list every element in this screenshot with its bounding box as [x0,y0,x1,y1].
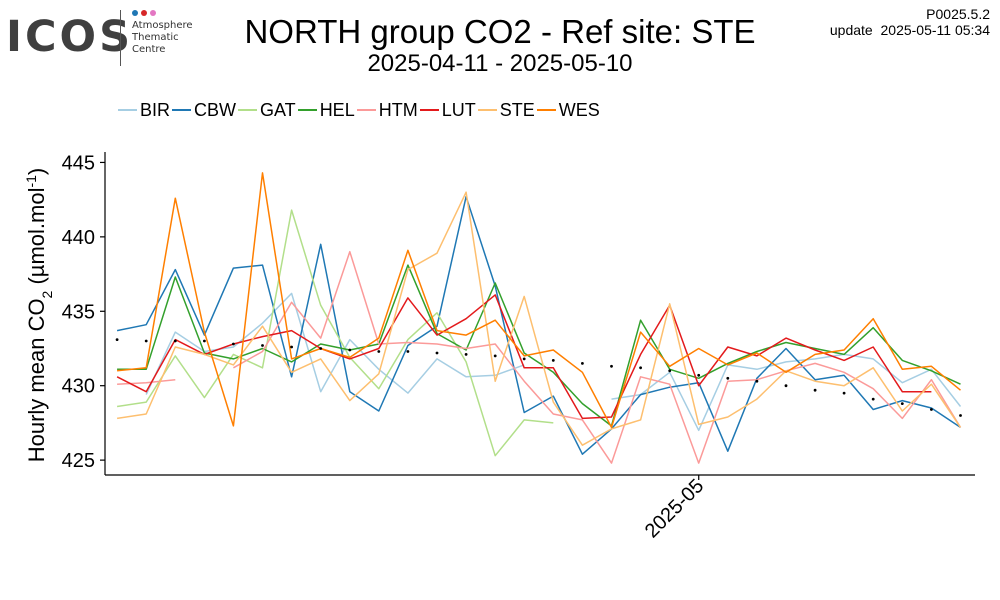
reference-dot [930,408,933,411]
y-tick-label: 440 [62,227,95,249]
legend-item-htm: HTM [356,99,418,121]
legend-swatch [536,109,556,111]
reference-dot [261,344,264,347]
reference-dot [726,376,730,380]
reference-dot [551,359,555,362]
reference-dot [581,362,584,365]
reference-dot [290,345,293,349]
series-line-wes [117,172,961,429]
reference-dot [871,397,875,401]
reference-dot [755,379,759,383]
chart-legend: BIR CBW GAT HEL HTM LUT STE WES [118,99,602,121]
y-axis-label-part: 2 [39,290,55,298]
legend-swatch [419,109,439,111]
logo-dot-pink [150,10,156,16]
logo-subtitle: Atmosphere Thematic Centre [132,20,193,56]
reference-dot [406,350,410,353]
legend-swatch [356,109,376,111]
series-line-cbw [116,195,961,455]
y-axis-label-part: ) [24,168,49,175]
reference-dot [493,354,497,358]
legend-item-cbw: CBW [172,99,236,121]
reference-dot [900,402,904,405]
reference-dot [668,369,672,373]
legend-item-wes: WES [536,99,600,121]
reference-dot [173,339,177,343]
legend-item-hel: HEL [297,99,355,121]
y-tick-label: 445 [62,152,95,174]
legend-item-bir: BIR [118,99,170,121]
x-tick-label: 2025-05 [641,475,708,542]
update-label: update 2025-05-11 05:34 [830,22,990,38]
icos-logo: ICOS Atmosphere Thematic Centre [6,8,206,68]
reference-dot [697,373,701,377]
legend-item-gat: GAT [238,99,296,121]
y-axis-label-part: (µmol.mol [24,188,49,291]
y-axis-label-part: Hourly mean CO [24,298,49,462]
reference-dot [144,339,148,343]
logo-subtitle-line: Atmosphere [132,20,193,31]
series-line-htm [233,250,962,464]
reference-dot [232,342,235,346]
reference-dot [813,388,817,392]
legend-label: HTM [378,100,418,120]
y-axis-label: Hourly mean CO2 (µmol.mol-1) [23,168,55,463]
logo-dot-red [141,10,147,16]
chart-subtitle: 2025-04-11 - 2025-05-10 [367,50,633,77]
legend-label: GAT [260,100,296,120]
update-text: update 2025-05-11 05:34 [829,22,990,38]
logo-wordmark: ICOS [6,12,134,62]
legend-swatch [118,109,137,111]
reference-dot [348,348,352,352]
y-tick-label: 430 [62,376,95,398]
y-tick-label: 435 [62,301,95,323]
legend-swatch [477,109,497,111]
series-line-gat [116,209,554,457]
reference-dot [319,347,323,350]
legend-label: STE [499,100,535,120]
legend-swatch [297,109,317,111]
series-line-bir [611,353,962,432]
reference-dot [610,364,613,368]
legend-label: HEL [319,100,355,120]
reference-dot [435,351,439,355]
legend-label: WES [558,100,600,120]
series-line-ste [116,191,962,446]
legend-swatch [238,109,258,111]
logo-dot-blue [132,10,138,16]
chart-title: NORTH group CO2 - Ref site: STE [244,13,756,50]
y-tick-label: 425 [62,450,95,472]
logo-divider [120,10,121,66]
series-line-htm [117,378,176,385]
legend-item-lut: LUT [419,99,476,121]
reference-dot [639,366,642,370]
version-info: P0025.5.2 update 2025-05-11 05:34 [830,6,990,38]
reference-dot [842,391,846,395]
legend-label: LUT [441,100,476,120]
legend-swatch [172,109,192,111]
series-line-bir [145,292,525,395]
reference-dot [115,338,119,341]
reference-dot [377,350,381,353]
logo-subtitle-line: Thematic [132,32,179,43]
reference-dot [203,339,206,343]
legend-label: BIR [140,100,171,120]
legend-item-ste: STE [477,99,535,121]
logo-subtitle-line: Centre [132,44,166,55]
reference-dot [522,357,526,361]
reference-dot [959,414,962,417]
series-line-hel [117,264,961,427]
logo-dots [132,10,156,16]
version-label: P0025.5.2 [926,6,990,22]
y-axis-label-part: -1 [23,175,39,188]
reference-dot [784,384,788,388]
reference-dot [464,353,468,356]
legend-label: CBW [194,100,237,120]
